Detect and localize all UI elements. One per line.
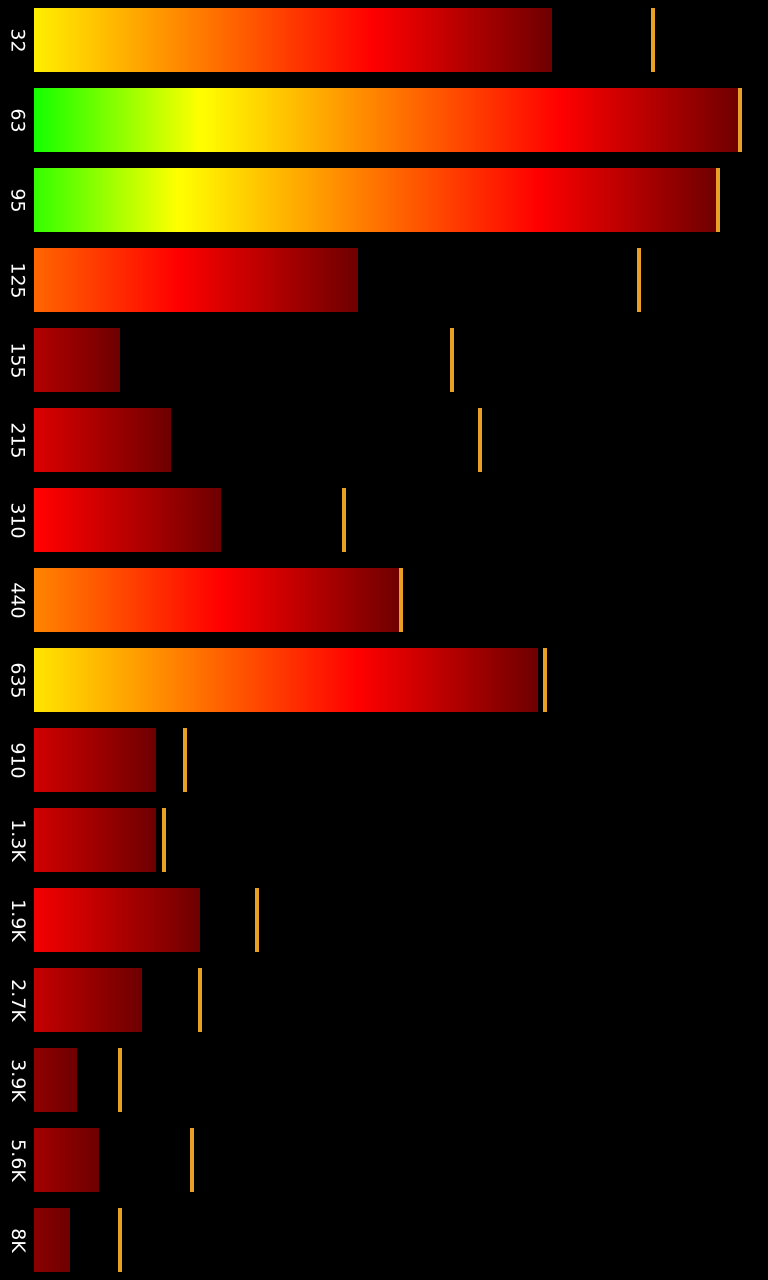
band-910: 910 (0, 728, 768, 792)
tick-label: 1.9K (0, 888, 34, 952)
peak-marker (450, 328, 454, 392)
band-3-9k: 3.9K (0, 1048, 768, 1112)
level-bar (34, 8, 552, 72)
peak-marker (118, 1208, 122, 1272)
level-bar (34, 888, 200, 952)
peak-marker (255, 888, 259, 952)
level-bar (34, 488, 221, 552)
tick-label-text: 215 (6, 421, 29, 459)
band-8k: 8K (0, 1208, 768, 1272)
level-bar (34, 88, 740, 152)
peak-marker (738, 88, 742, 152)
peak-marker (478, 408, 482, 472)
peak-marker (190, 1128, 194, 1192)
tick-label: 125 (0, 248, 34, 312)
tick-label-text: 155 (6, 341, 29, 379)
band-215: 215 (0, 408, 768, 472)
tick-label-text: 95 (6, 187, 29, 213)
tick-label-text: 5.6K (6, 1138, 29, 1182)
tick-label: 63 (0, 88, 34, 152)
tick-label: 155 (0, 328, 34, 392)
tick-label-text: 2.7K (6, 978, 29, 1022)
level-bar (34, 1048, 77, 1112)
level-bar (34, 808, 156, 872)
band-32: 32 (0, 8, 768, 72)
tick-label: 440 (0, 568, 34, 632)
band-635: 635 (0, 648, 768, 712)
tick-label: 5.6K (0, 1128, 34, 1192)
tick-label: 310 (0, 488, 34, 552)
peak-marker (342, 488, 346, 552)
tick-label-text: 1.9K (6, 898, 29, 942)
peak-marker (399, 568, 403, 632)
tick-label: 2.7K (0, 968, 34, 1032)
peak-marker (118, 1048, 122, 1112)
level-bar (34, 568, 401, 632)
peak-marker (198, 968, 202, 1032)
level-bar (34, 1208, 70, 1272)
tick-label-text: 63 (6, 107, 29, 133)
tick-label-text: 8K (6, 1227, 29, 1253)
tick-label-text: 32 (6, 27, 29, 53)
level-bar (34, 968, 142, 1032)
band-95: 95 (0, 168, 768, 232)
level-bar (34, 248, 358, 312)
band-5-6k: 5.6K (0, 1128, 768, 1192)
peak-marker (716, 168, 720, 232)
level-bar (34, 408, 171, 472)
tick-label-text: 310 (6, 501, 29, 539)
level-bar (34, 728, 156, 792)
tick-label-text: 440 (6, 581, 29, 619)
band-155: 155 (0, 328, 768, 392)
peak-marker (543, 648, 547, 712)
tick-label: 215 (0, 408, 34, 472)
tick-label: 1.3K (0, 808, 34, 872)
tick-label-text: 3.9K (6, 1058, 29, 1102)
tick-label-text: 635 (6, 661, 29, 699)
level-bar (34, 168, 718, 232)
peak-marker (651, 8, 655, 72)
peak-marker (183, 728, 187, 792)
band-440: 440 (0, 568, 768, 632)
tick-label: 8K (0, 1208, 34, 1272)
band-1-3k: 1.3K (0, 808, 768, 872)
band-1-9k: 1.9K (0, 888, 768, 952)
level-bar (34, 1128, 99, 1192)
tick-label-text: 1.3K (6, 818, 29, 862)
tick-label: 910 (0, 728, 34, 792)
tick-label-text: 125 (6, 261, 29, 299)
tick-label: 95 (0, 168, 34, 232)
peak-marker (637, 248, 641, 312)
band-63: 63 (0, 88, 768, 152)
band-2-7k: 2.7K (0, 968, 768, 1032)
level-bar (34, 648, 538, 712)
peak-marker (162, 808, 166, 872)
band-125: 125 (0, 248, 768, 312)
level-bar (34, 328, 120, 392)
band-310: 310 (0, 488, 768, 552)
tick-label: 3.9K (0, 1048, 34, 1112)
tick-label-text: 910 (6, 741, 29, 779)
tick-label: 32 (0, 8, 34, 72)
tick-label: 635 (0, 648, 34, 712)
